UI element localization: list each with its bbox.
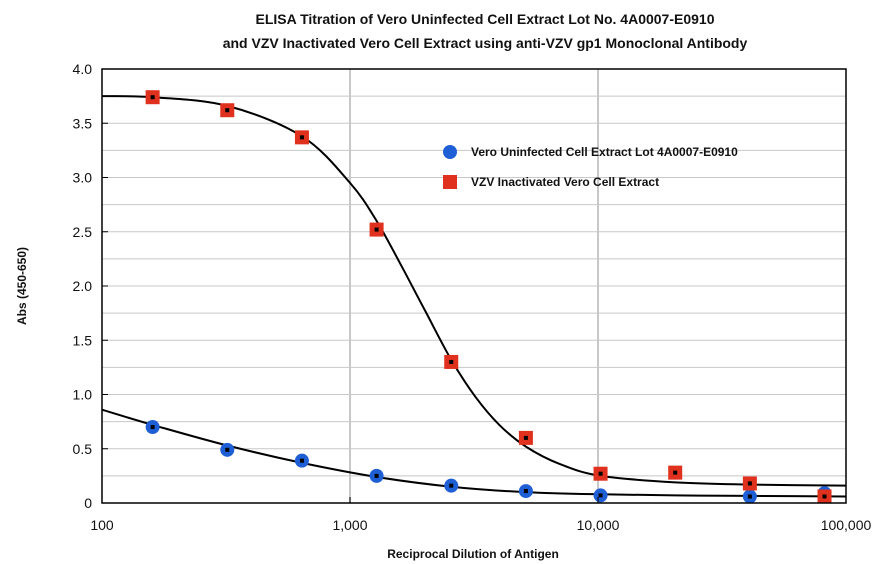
data-points [145,90,832,504]
y-tick-label: 3.0 [73,170,93,186]
data-point-center [225,447,230,452]
data-point-center [673,470,678,475]
legend-marker-square [443,175,457,189]
y-tick-label: 4.0 [73,61,93,77]
x-tick-label: 10,000 [577,517,620,533]
legend: Vero Uninfected Cell Extract Lot 4A0007-… [443,145,738,189]
data-point-center [822,494,827,499]
y-tick-label: 3.5 [73,115,93,131]
x-axis-label: Reciprocal Dilution of Antigen [387,547,559,561]
legend-label: Vero Uninfected Cell Extract Lot 4A0007-… [471,145,738,159]
x-tick-label: 100 [90,517,114,533]
y-axis-ticks: 0 0.5 1.0 1.5 2.0 2.5 3.0 3.5 4.0 [73,61,108,511]
x-tick-label: 100,000 [821,517,872,533]
grid [102,69,846,503]
legend-marker-circle [443,145,457,159]
data-point-center [150,95,155,100]
data-point-center [299,458,304,463]
x-tick-label: 1,000 [332,517,367,533]
data-point-center [598,471,603,476]
data-point-center [747,494,752,499]
data-point-center [299,135,304,140]
data-point-center [598,493,603,498]
chart-title-line-1: ELISA Titration of Vero Uninfected Cell … [255,11,714,27]
data-point-center [523,435,528,440]
y-tick-label: 0 [84,495,92,511]
y-tick-label: 2.5 [73,224,93,240]
y-axis-label: Abs (450-650) [15,247,29,325]
data-point-center [449,483,454,488]
data-point-center [747,481,752,486]
data-point-center [150,425,155,430]
data-point-center [449,359,454,364]
data-point-center [225,108,230,113]
y-tick-label: 0.5 [73,441,93,457]
data-point-center [523,489,528,494]
y-tick-label: 1.0 [73,387,93,403]
legend-label: VZV Inactivated Vero Cell Extract [471,175,659,189]
chart-title-line-2: and VZV Inactivated Vero Cell Extract us… [223,35,748,51]
chart-title: ELISA Titration of Vero Uninfected Cell … [223,11,748,51]
x-axis-ticks: 100 1,000 10,000 100,000 [90,497,872,533]
data-point-center [374,473,379,478]
y-tick-label: 2.0 [73,278,93,294]
y-tick-label: 1.5 [73,332,93,348]
data-point-center [374,227,379,232]
